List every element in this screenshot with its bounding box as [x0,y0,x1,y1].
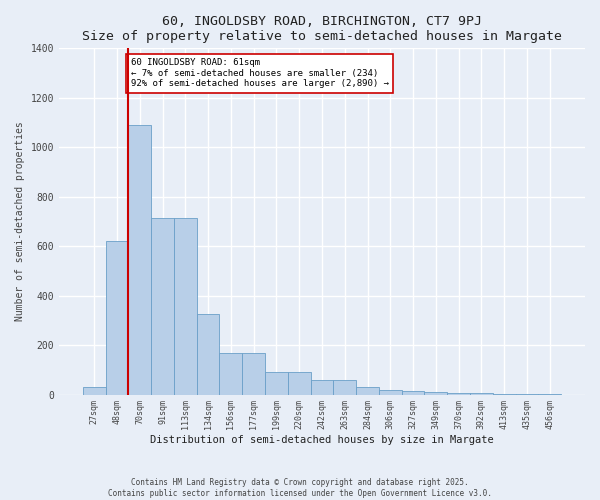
Text: Contains HM Land Registry data © Crown copyright and database right 2025.
Contai: Contains HM Land Registry data © Crown c… [108,478,492,498]
Bar [424,392,447,394]
Bar [334,380,356,394]
Bar [265,372,288,394]
Bar [220,352,242,395]
Y-axis label: Number of semi-detached properties: Number of semi-detached properties [15,122,25,322]
Bar [128,125,151,394]
Bar [151,218,174,394]
X-axis label: Distribution of semi-detached houses by size in Margate: Distribution of semi-detached houses by … [150,435,494,445]
Bar [311,380,334,394]
Text: 60 INGOLDSBY ROAD: 61sqm
← 7% of semi-detached houses are smaller (234)
92% of s: 60 INGOLDSBY ROAD: 61sqm ← 7% of semi-de… [131,58,389,88]
Bar [174,218,197,394]
Bar [83,387,106,394]
Bar [379,390,401,394]
Bar [242,352,265,395]
Bar [356,387,379,394]
Bar [447,392,470,394]
Bar [197,314,220,394]
Bar [288,372,311,394]
Bar [106,241,128,394]
Title: 60, INGOLDSBY ROAD, BIRCHINGTON, CT7 9PJ
Size of property relative to semi-detac: 60, INGOLDSBY ROAD, BIRCHINGTON, CT7 9PJ… [82,15,562,43]
Bar [401,391,424,394]
